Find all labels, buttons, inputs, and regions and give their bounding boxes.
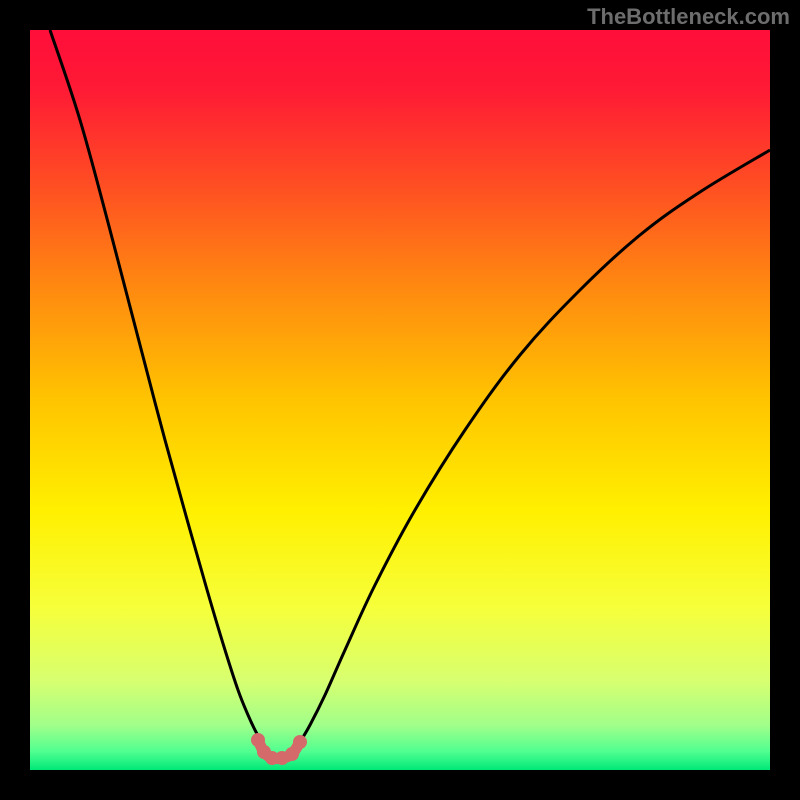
marker-point: [285, 747, 299, 761]
bottleneck-chart: [0, 0, 800, 800]
marker-point: [293, 735, 307, 749]
marker-point: [251, 733, 265, 747]
chart-container: TheBottleneck.com: [0, 0, 800, 800]
chart-background-gradient: [30, 30, 770, 770]
watermark-text: TheBottleneck.com: [587, 4, 790, 30]
